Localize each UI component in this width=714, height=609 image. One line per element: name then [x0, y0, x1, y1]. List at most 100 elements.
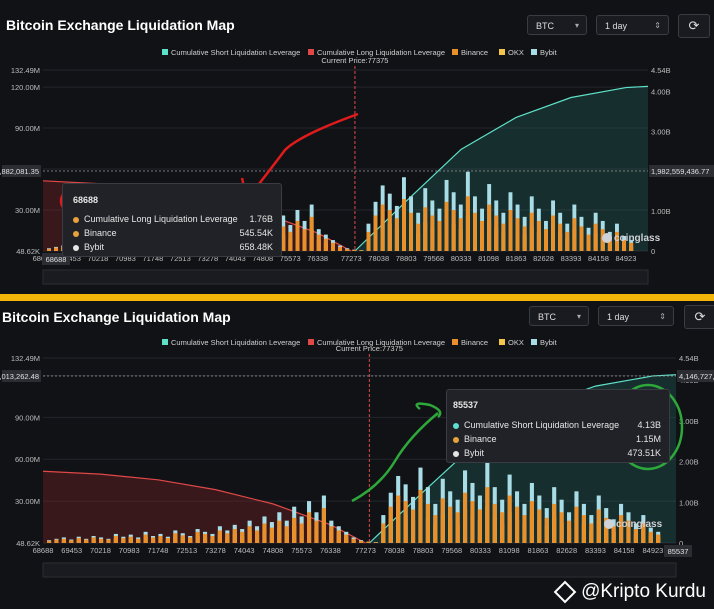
binance-bar [448, 506, 453, 543]
coinglass-icon [602, 233, 612, 244]
x-tick-label: 79568 [441, 546, 462, 555]
tooltip-row: Bybit 658.48K [73, 242, 273, 255]
binance-bar [47, 248, 51, 251]
legend-swatch [531, 49, 537, 55]
refresh-icon: ⟳ [694, 309, 706, 324]
x-tick-label: 74043 [234, 546, 255, 555]
legend-label: Bybit [540, 338, 558, 347]
range-scrollbar [42, 269, 649, 285]
legend-label: Cumulative Long Liquidation Leverage [317, 48, 445, 57]
binance-bar [195, 531, 200, 543]
y-left-tick-label: 90.00M [15, 413, 40, 422]
binance-bar [387, 210, 392, 251]
binance-bar [69, 540, 74, 543]
y-right-tick-label: 3.00B [651, 127, 671, 136]
x-tick-label: 71748 [142, 254, 163, 263]
binance-bar [423, 207, 428, 251]
panel-divider [0, 294, 714, 301]
range-scrollbar [42, 562, 677, 578]
series-dot [73, 216, 79, 223]
y-left-tick-label: 90.00M [15, 124, 40, 133]
x-tick-label: 74808 [252, 254, 273, 263]
binance-bar [574, 506, 579, 543]
binance-bar [173, 533, 178, 543]
tooltip-row-label: Binance [84, 228, 117, 238]
binance-bar [359, 250, 364, 251]
coin-select[interactable]: BTC ▾ [527, 15, 587, 35]
y-right-tick-label: 2.00B [679, 458, 699, 467]
binance-bar [165, 538, 170, 543]
binance-bar [416, 223, 421, 251]
legend-swatch [308, 339, 314, 345]
watermark-text: @Kripto Kurdu [581, 581, 706, 602]
x-tick-label: 74043 [225, 254, 246, 263]
binance-bar [579, 226, 584, 251]
crosshair-left-box [2, 165, 41, 177]
coin-select[interactable]: BTC ▾ [529, 306, 589, 326]
period-select[interactable]: 1 day ⇕ [598, 306, 674, 326]
x-tick-label: 74808 [262, 546, 283, 555]
binance-bar [380, 204, 385, 251]
binance-bar [373, 542, 378, 543]
refresh-button[interactable]: ⟳ [678, 14, 710, 38]
binance-bar [485, 487, 490, 543]
binance-bar [629, 242, 634, 251]
chart-panel-top: Bitcoin Exchange Liquidation Map BTC ▾ 1 … [0, 0, 714, 294]
coinglass-icon [604, 519, 614, 530]
binance-bar [487, 204, 492, 251]
binance-bar [477, 509, 482, 543]
binance-bar [552, 503, 557, 543]
x-start-label: 68688 [46, 255, 67, 264]
y-right-tick-label: 4.00B [651, 88, 671, 97]
y-left-tick-label: 48.62K [16, 539, 40, 548]
binance-bar [158, 536, 163, 543]
binance-bar [54, 539, 59, 543]
binance-bar [336, 530, 341, 543]
y-left-tick-label: 132.49M [11, 66, 40, 75]
period-select[interactable]: 1 day ⇕ [596, 15, 669, 35]
binance-bar [210, 536, 215, 543]
tooltip-row-label: Cumulative Short Liquidation Leverage [464, 420, 620, 430]
refresh-button[interactable]: ⟳ [684, 305, 714, 329]
x-tick-label: 70218 [88, 254, 109, 263]
coin-select-value: BTC [536, 21, 554, 31]
series-dot [73, 230, 79, 237]
binance-bar [136, 538, 141, 543]
y-right-tick-label: 4.54B [651, 66, 671, 75]
x-tick-label: 78038 [368, 254, 389, 263]
x-tick-label: 82628 [556, 546, 577, 555]
binance-bar [403, 501, 408, 543]
x-tick-label: 78803 [396, 254, 417, 263]
binance-square-icon [553, 580, 577, 604]
binance-bar [567, 520, 572, 543]
binance-bar [622, 240, 627, 251]
binance-bar [611, 526, 616, 543]
x-tick-label: 70983 [119, 546, 140, 555]
x-tick-label: 81863 [528, 546, 549, 555]
tooltip-row-label: Cumulative Long Liquidation Leverage [84, 214, 238, 224]
binance-bar [262, 523, 267, 543]
crosshair-left-box [2, 370, 41, 382]
binance-bar [203, 533, 208, 543]
binance-bar [180, 535, 185, 543]
binance-bar [284, 526, 289, 543]
binance-bar [641, 523, 646, 543]
series-dot [73, 244, 79, 251]
binance-bar [240, 531, 245, 543]
binance-bar [47, 540, 52, 543]
binance-bar [292, 517, 297, 543]
x-end-label: 85537 [668, 547, 689, 556]
binance-bar [225, 533, 230, 543]
binance-bar [247, 526, 252, 543]
binance-bar [331, 242, 335, 251]
binance-bar [589, 523, 594, 543]
crosshair-left-value: 57,882,081.35 [0, 167, 39, 176]
binance-bar [288, 231, 293, 251]
binance-bar [593, 223, 598, 251]
crosshair-right-box [649, 165, 714, 177]
binance-bar [607, 237, 612, 251]
binance-bar [277, 520, 282, 543]
y-right-tick-label: 1.00B [651, 207, 671, 216]
y-left-tick-label: 48.62K [16, 247, 40, 256]
legend-label: Bybit [540, 48, 558, 57]
